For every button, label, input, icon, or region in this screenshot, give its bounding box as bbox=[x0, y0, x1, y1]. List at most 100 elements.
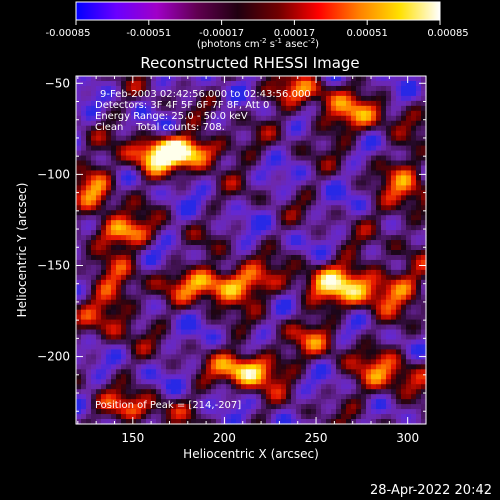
heatmap-cell bbox=[116, 130, 122, 137]
heatmap-cell bbox=[226, 399, 232, 405]
heatmap-cell bbox=[331, 259, 337, 266]
heatmap-cell bbox=[291, 85, 297, 92]
heatmap-cell bbox=[286, 329, 292, 336]
heatmap-cell bbox=[376, 329, 382, 336]
heatmap-cell bbox=[316, 145, 322, 152]
heatmap-cell bbox=[376, 264, 382, 271]
heatmap-cell bbox=[261, 294, 267, 301]
heatmap-cell bbox=[331, 85, 337, 92]
heatmap-cell bbox=[81, 220, 87, 226]
heatmap-cell bbox=[146, 195, 152, 201]
heatmap-cell bbox=[161, 190, 167, 196]
heatmap-cell bbox=[366, 374, 372, 380]
heatmap-cell bbox=[406, 409, 412, 415]
heatmap-cell bbox=[146, 359, 152, 365]
heatmap-cell bbox=[411, 384, 417, 390]
heatmap-cell bbox=[146, 414, 152, 420]
heatmap-cell bbox=[221, 125, 227, 132]
heatmap-cell bbox=[271, 399, 277, 405]
heatmap-cell bbox=[116, 319, 122, 326]
heatmap-cell bbox=[126, 120, 132, 127]
heatmap-cell bbox=[401, 120, 407, 127]
heatmap-cell bbox=[231, 389, 237, 395]
heatmap-cell bbox=[126, 334, 132, 341]
heatmap-cell bbox=[261, 349, 267, 355]
heatmap-cell bbox=[341, 264, 347, 271]
heatmap-cell bbox=[121, 369, 127, 375]
heatmap-cell bbox=[126, 364, 132, 370]
heatmap-cell bbox=[236, 269, 242, 276]
heatmap-cell bbox=[231, 269, 237, 276]
heatmap-cell bbox=[151, 76, 157, 82]
heatmap-cell bbox=[156, 269, 162, 276]
heatmap-cell bbox=[311, 309, 317, 316]
heatmap-cell bbox=[151, 85, 157, 92]
heatmap-cell bbox=[391, 284, 397, 291]
heatmap-cell bbox=[291, 389, 297, 395]
heatmap-cell bbox=[126, 76, 132, 82]
heatmap-cell bbox=[156, 279, 162, 286]
heatmap-cell bbox=[306, 155, 312, 162]
heatmap-cell bbox=[101, 354, 107, 360]
heatmap-cell bbox=[356, 76, 362, 82]
heatmap-cell bbox=[161, 394, 167, 400]
heatmap-cell bbox=[381, 140, 387, 147]
heatmap-cell bbox=[376, 374, 382, 380]
heatmap-cell bbox=[111, 409, 117, 415]
heatmap-cell bbox=[236, 319, 242, 326]
heatmap-cell bbox=[186, 185, 192, 191]
heatmap-cell bbox=[386, 80, 392, 87]
heatmap-cell bbox=[346, 389, 352, 395]
heatmap-cell bbox=[181, 175, 187, 181]
heatmap-cell bbox=[301, 80, 307, 87]
heatmap-cell bbox=[351, 354, 357, 360]
heatmap-cell bbox=[221, 324, 227, 331]
heatmap-cell bbox=[161, 334, 167, 341]
heatmap-cell bbox=[81, 130, 87, 137]
heatmap-cell bbox=[271, 245, 277, 251]
heatmap-cell bbox=[151, 274, 157, 281]
heatmap-cell bbox=[371, 175, 377, 181]
heatmap-cell bbox=[276, 314, 282, 321]
heatmap-cell bbox=[371, 190, 377, 196]
heatmap-cell bbox=[166, 419, 172, 425]
heatmap-cell bbox=[201, 384, 207, 390]
heatmap-cell bbox=[356, 110, 362, 117]
heatmap-cell bbox=[386, 409, 392, 415]
heatmap-cell bbox=[396, 284, 402, 291]
heatmap-cell bbox=[266, 324, 272, 331]
heatmap-cell bbox=[366, 140, 372, 147]
heatmap-cell bbox=[301, 215, 307, 221]
heatmap-cell bbox=[291, 140, 297, 147]
plot-frame bbox=[75, 75, 427, 425]
heatmap-cell bbox=[256, 205, 262, 211]
heatmap-cell bbox=[151, 125, 157, 132]
heatmap-cell bbox=[321, 319, 327, 326]
heatmap-cell bbox=[281, 120, 287, 127]
heatmap-cell bbox=[421, 364, 427, 370]
heatmap-cell bbox=[281, 264, 287, 271]
heatmap-cell bbox=[136, 379, 142, 385]
heatmap-cell bbox=[111, 240, 117, 246]
heatmap-cell bbox=[396, 264, 402, 271]
heatmap-cell bbox=[251, 274, 257, 281]
heatmap-cell bbox=[216, 105, 222, 112]
heatmap-cell bbox=[416, 414, 422, 420]
heatmap-cell bbox=[91, 379, 97, 385]
heatmap-cell bbox=[181, 80, 187, 87]
heatmap-cell bbox=[236, 299, 242, 306]
heatmap-cell bbox=[326, 160, 332, 167]
heatmap-cell bbox=[121, 394, 127, 400]
heatmap-cell bbox=[351, 329, 357, 336]
heatmap-cell bbox=[231, 250, 237, 256]
heatmap-cell bbox=[276, 274, 282, 281]
heatmap-cell bbox=[256, 245, 262, 251]
heatmap-cell bbox=[376, 414, 382, 420]
heatmap-cell bbox=[316, 299, 322, 306]
heatmap-cell bbox=[196, 145, 202, 152]
heatmap-cell bbox=[111, 220, 117, 226]
heatmap-cell bbox=[351, 269, 357, 276]
heatmap-cell bbox=[306, 135, 312, 142]
heatmap-cell bbox=[116, 259, 122, 266]
heatmap-cell bbox=[101, 76, 107, 82]
